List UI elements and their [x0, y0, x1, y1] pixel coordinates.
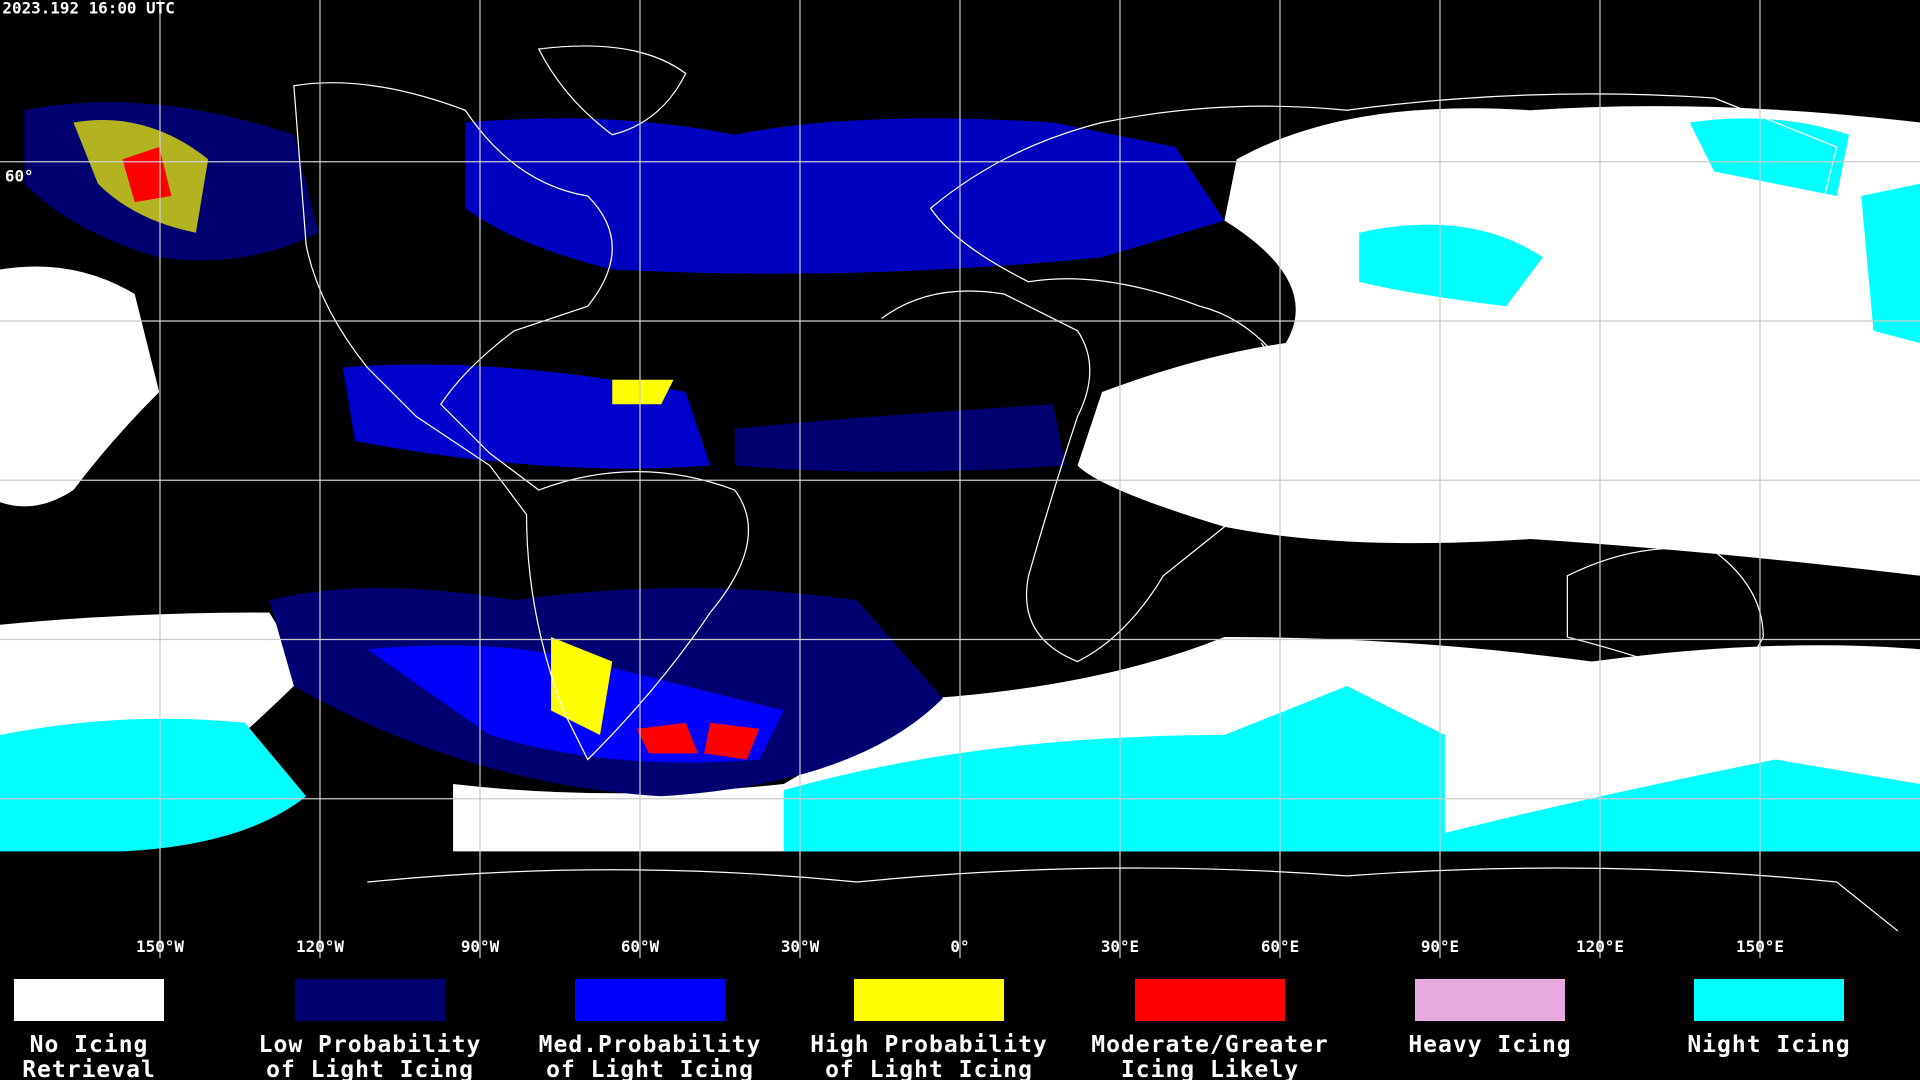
legend-item: Low Probability of Light Icing: [230, 979, 510, 1080]
legend-label: Heavy Icing: [1408, 1032, 1572, 1058]
legend-label: of Light Icing: [546, 1057, 754, 1080]
legend-swatch: [14, 979, 164, 1021]
cloud-field: [0, 102, 1920, 852]
longitude-label: 120°W: [296, 937, 344, 956]
legend: No Icing Retrieval Low Probability of Light…: [0, 958, 1920, 1080]
graticule: 150°W 120°W 90°W 60°W 30°W 0° 30°E 60°E 90°E 120°…: [0, 0, 1920, 958]
latitude-label: 60°: [5, 166, 34, 185]
legend-label: High Probability: [810, 1032, 1048, 1058]
legend-label: Night Icing: [1687, 1032, 1851, 1058]
legend-label: Med.Probability: [538, 1032, 762, 1058]
timestamp: 2023.192 16:00 UTC: [2, 0, 174, 17]
longitude-label: 60°E: [1261, 937, 1299, 956]
longitude-label: 150°E: [1736, 937, 1784, 956]
legend-label: Moderate/Greater: [1091, 1032, 1329, 1058]
map: 150°W 120°W 90°W 60°W 30°W 0° 30°E 60°E 90°E 120°…: [0, 0, 1920, 958]
legend-swatch: [1415, 979, 1565, 1021]
legend-swatch: [1135, 979, 1285, 1021]
latitude-label: 30°S: [5, 644, 43, 663]
legend-label: of Light Icing: [266, 1057, 474, 1080]
longitude-label: 90°W: [461, 937, 500, 956]
legend-item: Night Icing: [1629, 979, 1909, 1058]
longitude-label: 0°: [950, 937, 969, 956]
longitude-label: 60°W: [621, 937, 660, 956]
legend-label: Retrieval: [22, 1057, 156, 1080]
legend-swatch: [1694, 979, 1844, 1021]
longitude-label: 150°W: [136, 937, 184, 956]
legend-item: Med.Probability of Light Icing: [510, 979, 790, 1080]
longitude-label: 30°E: [1101, 937, 1139, 956]
legend-item: Moderate/Greater Icing Likely: [1070, 979, 1350, 1080]
legend-label: of Light Icing: [825, 1057, 1033, 1080]
legend-item: High Probability of Light Icing: [789, 979, 1069, 1080]
longitude-label: 120°E: [1576, 937, 1624, 956]
longitude-label: 90°E: [1421, 937, 1459, 956]
legend-swatch: [575, 979, 725, 1021]
legend-item: No Icing Retrieval: [0, 979, 229, 1080]
legend-label: Low Probability: [258, 1032, 482, 1058]
legend-label: No Icing: [29, 1032, 149, 1058]
legend-label: Icing Likely: [1120, 1057, 1300, 1080]
longitude-label: 30°W: [781, 937, 820, 956]
legend-item: Heavy Icing: [1350, 979, 1630, 1058]
legend-swatch: [854, 979, 1004, 1021]
legend-swatch: [295, 979, 445, 1021]
